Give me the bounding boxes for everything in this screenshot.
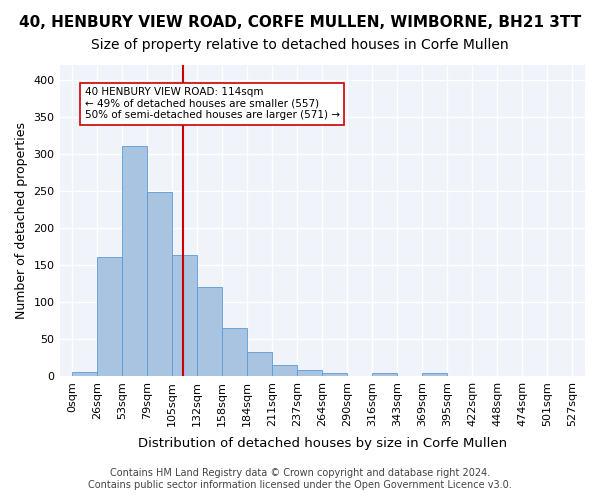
Bar xyxy=(197,287,222,376)
Bar xyxy=(222,328,247,376)
Text: Contains HM Land Registry data © Crown copyright and database right 2024.
Contai: Contains HM Land Registry data © Crown c… xyxy=(88,468,512,490)
Bar xyxy=(297,370,322,376)
Bar xyxy=(97,258,122,376)
Bar xyxy=(272,365,297,376)
Text: 40, HENBURY VIEW ROAD, CORFE MULLEN, WIMBORNE, BH21 3TT: 40, HENBURY VIEW ROAD, CORFE MULLEN, WIM… xyxy=(19,15,581,30)
X-axis label: Distribution of detached houses by size in Corfe Mullen: Distribution of detached houses by size … xyxy=(138,437,507,450)
Bar xyxy=(322,373,347,376)
Y-axis label: Number of detached properties: Number of detached properties xyxy=(15,122,28,319)
Text: Size of property relative to detached houses in Corfe Mullen: Size of property relative to detached ho… xyxy=(91,38,509,52)
Text: 40 HENBURY VIEW ROAD: 114sqm
← 49% of detached houses are smaller (557)
50% of s: 40 HENBURY VIEW ROAD: 114sqm ← 49% of de… xyxy=(85,87,340,120)
Bar xyxy=(72,372,97,376)
Bar xyxy=(373,373,397,376)
Bar xyxy=(147,192,172,376)
Bar xyxy=(122,146,147,376)
Bar xyxy=(422,373,448,376)
Bar xyxy=(172,255,197,376)
Bar xyxy=(247,352,272,376)
